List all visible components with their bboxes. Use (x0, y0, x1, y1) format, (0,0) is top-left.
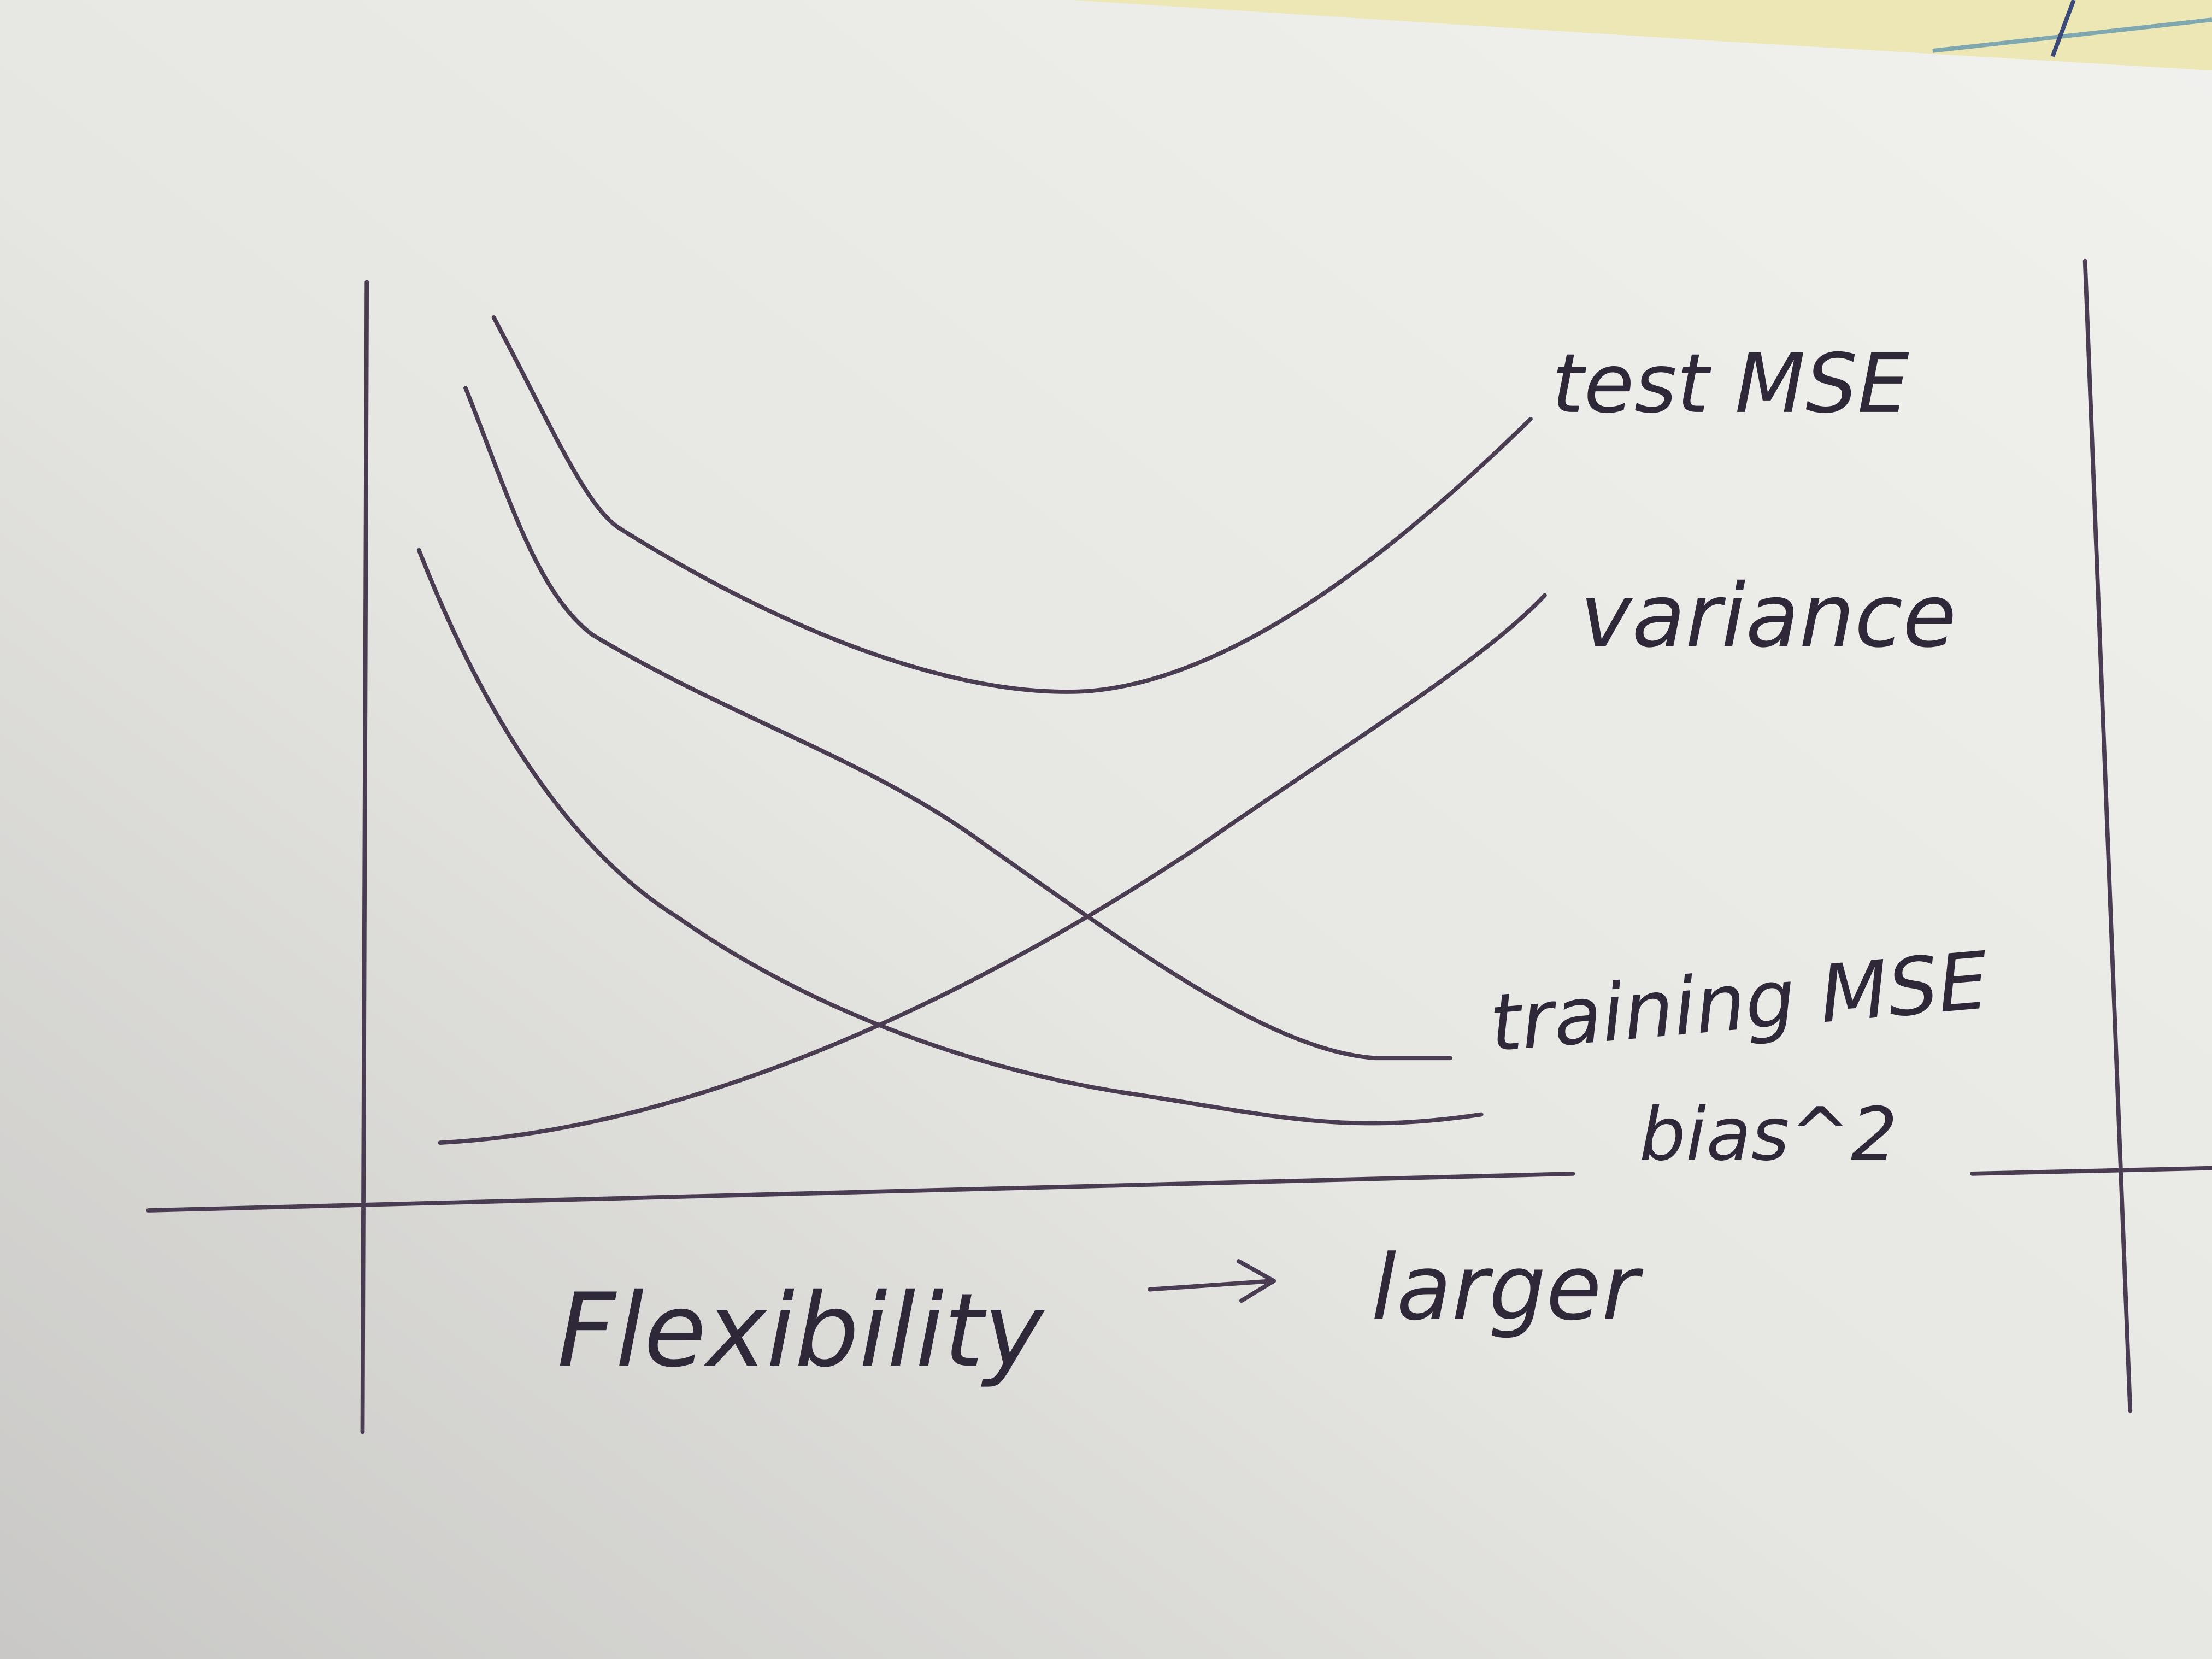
test-mse-curve (491, 315, 1533, 694)
sheet-line (1932, 17, 2212, 53)
page-edge-line (2082, 258, 2133, 1413)
arrow (1148, 1279, 1275, 1292)
y-axis (360, 280, 369, 1434)
training-mse-curve (463, 386, 1452, 1061)
variance-curve (438, 593, 1547, 1145)
curve-label: test MSE (1552, 337, 1909, 432)
direction-label: larger (1371, 1236, 1644, 1340)
yellow-sheet (1072, 0, 2212, 71)
arrow-head (1236, 1259, 1276, 1303)
x-axis-label: Flexibility (557, 1271, 1045, 1390)
x-axis (146, 1172, 1575, 1213)
curve-label: bias^2 (1639, 1091, 1898, 1177)
bias-curve (416, 548, 1484, 1126)
page-edge-line (1970, 1166, 2212, 1176)
curve-label: variance (1580, 564, 1956, 667)
sheet-mark (2050, 0, 2076, 57)
